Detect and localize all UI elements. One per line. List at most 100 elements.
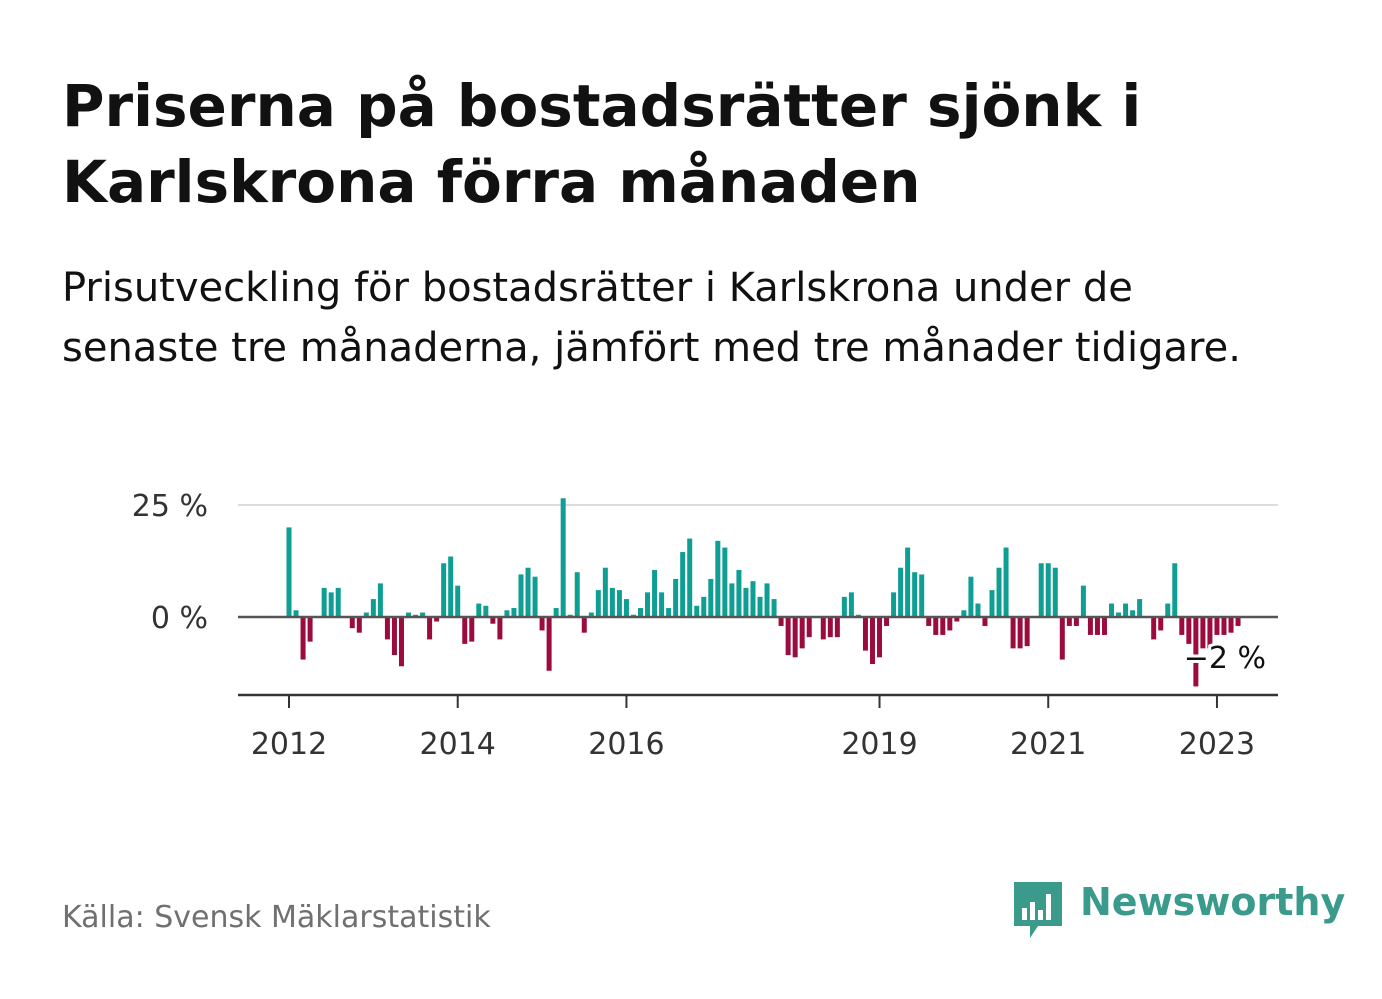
bar xyxy=(1207,617,1213,649)
bar xyxy=(666,608,672,617)
x-tick-label: 2016 xyxy=(588,727,664,762)
bar xyxy=(321,587,327,617)
bar xyxy=(623,599,629,617)
bar xyxy=(1200,617,1206,649)
bar xyxy=(694,605,700,617)
bar xyxy=(1059,617,1065,660)
bar xyxy=(1087,617,1093,635)
x-tick-label: 2012 xyxy=(251,727,327,762)
bar xyxy=(525,567,531,617)
bar xyxy=(462,617,468,644)
bar xyxy=(504,610,510,617)
bar xyxy=(729,583,735,617)
bar xyxy=(912,572,918,617)
bar xyxy=(328,592,334,617)
newsworthy-logo: Newsworthy xyxy=(1010,878,1345,942)
bar xyxy=(680,552,686,617)
bar xyxy=(785,617,791,656)
bar xyxy=(511,608,517,617)
bar xyxy=(616,590,622,617)
bar xyxy=(1235,617,1241,626)
bar xyxy=(1214,617,1220,635)
bar xyxy=(757,596,763,617)
bar xyxy=(750,581,756,617)
bar xyxy=(476,603,482,617)
bar xyxy=(1080,585,1086,617)
bar xyxy=(827,617,833,638)
bar xyxy=(1137,599,1143,617)
bar xyxy=(518,574,524,617)
bar xyxy=(377,583,383,617)
bar xyxy=(778,617,784,626)
bar xyxy=(553,608,559,617)
bar xyxy=(891,592,897,617)
bar xyxy=(370,599,376,617)
bar xyxy=(609,587,615,617)
bar xyxy=(877,617,883,658)
bar xyxy=(455,585,461,617)
bar xyxy=(595,590,601,617)
bar xyxy=(1151,617,1157,640)
bar xyxy=(497,617,503,640)
bar xyxy=(384,617,390,640)
bar xyxy=(645,592,651,617)
bar xyxy=(356,617,362,633)
bar xyxy=(434,617,440,622)
bar xyxy=(1038,563,1044,617)
bar xyxy=(1186,617,1192,644)
last-value-label: −2 % xyxy=(1184,641,1266,676)
y-ticks-group: 25 % 0 % xyxy=(132,489,208,636)
bar xyxy=(602,567,608,617)
bar xyxy=(898,567,904,617)
bar xyxy=(546,617,552,671)
bar xyxy=(1221,617,1227,635)
bar xyxy=(532,576,538,617)
bar xyxy=(1094,617,1100,635)
bar xyxy=(441,563,447,617)
bar xyxy=(391,617,397,656)
bar xyxy=(926,617,932,626)
bar xyxy=(722,547,728,617)
bar xyxy=(884,617,890,626)
bar xyxy=(933,617,939,635)
bar xyxy=(1165,603,1171,617)
bar xyxy=(398,617,404,667)
bar xyxy=(820,617,826,640)
source-note: Källa: Svensk Mäklarstatistik xyxy=(62,900,491,935)
bar xyxy=(1228,617,1234,633)
bar xyxy=(652,569,658,617)
bar xyxy=(1179,617,1185,635)
bar xyxy=(701,596,707,617)
bar xyxy=(799,617,805,649)
bar xyxy=(1024,617,1030,647)
x-tick-label: 2019 xyxy=(841,727,917,762)
y-tick-label: 25 % xyxy=(132,489,208,524)
bar xyxy=(771,599,777,617)
chart-subtitle: Prisutveckling för bostadsrätter i Karls… xyxy=(62,265,1241,371)
bar xyxy=(1172,563,1178,617)
bar xyxy=(420,612,426,617)
bar xyxy=(862,617,868,651)
bar xyxy=(848,592,854,617)
bar xyxy=(659,592,665,617)
bar xyxy=(1109,603,1115,617)
bar xyxy=(1003,547,1009,617)
bar xyxy=(1017,617,1023,649)
bar xyxy=(539,617,545,631)
bar xyxy=(989,590,995,617)
bar xyxy=(919,574,925,617)
bar xyxy=(961,610,967,617)
bar xyxy=(806,617,812,638)
bar xyxy=(715,540,721,617)
bar xyxy=(1123,603,1129,617)
bar xyxy=(834,617,840,638)
bar xyxy=(736,569,742,617)
bar xyxy=(792,617,798,658)
bar xyxy=(574,572,580,617)
newsworthy-icon xyxy=(1014,882,1062,938)
bar xyxy=(940,617,946,635)
bar xyxy=(1066,617,1072,626)
bar xyxy=(982,617,988,626)
bar xyxy=(448,556,454,617)
bar xyxy=(469,617,475,642)
